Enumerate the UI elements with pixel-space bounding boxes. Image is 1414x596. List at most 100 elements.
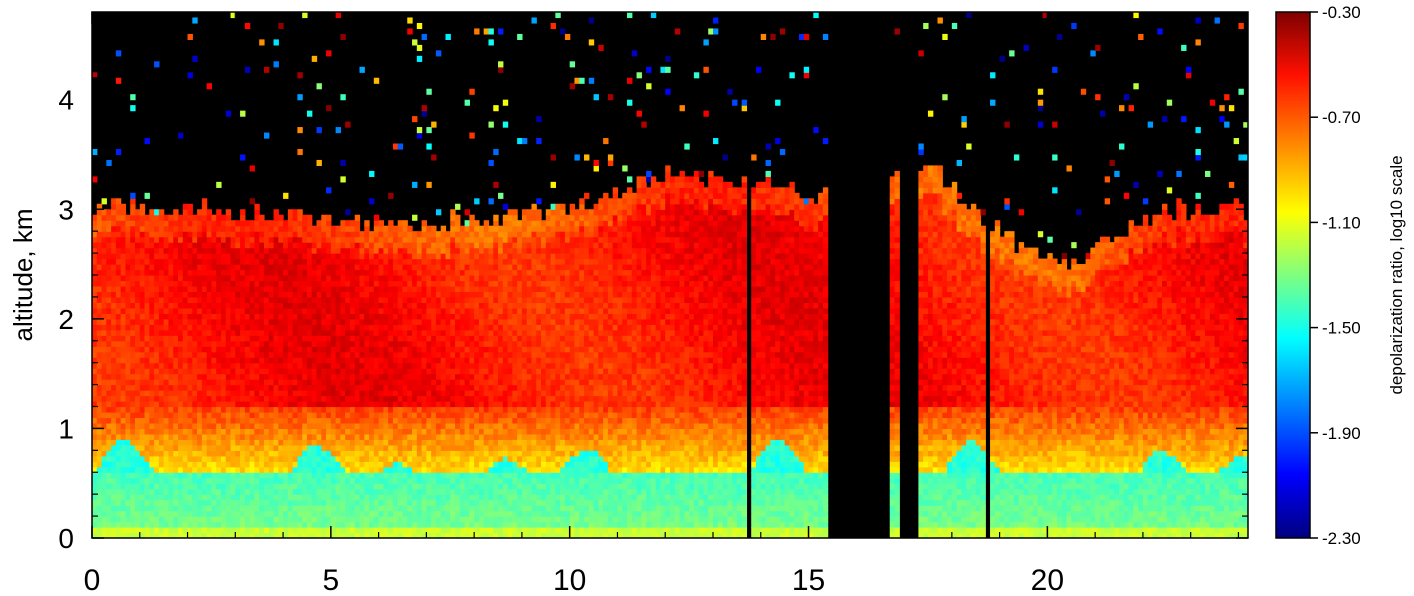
heatmap-cell (106, 280, 112, 287)
heatmap-cell (354, 275, 361, 282)
heatmap-cell (173, 357, 179, 364)
heatmap-cell (158, 318, 165, 325)
heatmap-cell (306, 510, 313, 517)
heatmap-cell (197, 357, 203, 364)
heatmap-cell (369, 379, 375, 386)
heatmap-cell (435, 379, 442, 386)
heatmap-cell (263, 433, 270, 440)
heatmap-cell (182, 422, 189, 430)
heatmap-cell (474, 401, 480, 408)
heatmap-cell (259, 439, 265, 446)
heatmap-cell (283, 275, 289, 282)
heatmap-cell (283, 220, 289, 227)
heatmap-cell (345, 379, 351, 386)
heatmap-cell (421, 264, 427, 271)
heatmap-cell (240, 483, 246, 490)
heatmap-cell (431, 379, 437, 386)
heatmap-cell (316, 335, 322, 342)
heatmap-cell (92, 296, 98, 303)
heatmap-cell (426, 264, 432, 271)
heatmap-cell (187, 384, 193, 391)
heatmap-cell (378, 532, 384, 538)
heatmap-cell (134, 516, 141, 523)
heatmap-cell (273, 477, 279, 484)
heatmap-cell (244, 428, 251, 435)
heatmap-cell (206, 296, 213, 303)
heatmap-cell (235, 285, 241, 293)
heatmap-cell (144, 324, 150, 331)
heatmap-cell (335, 335, 341, 342)
heatmap-cell (283, 340, 289, 347)
heatmap-cell (273, 247, 279, 254)
heatmap-cell (378, 395, 384, 402)
heatmap-cell (216, 461, 222, 468)
heatmap-cell (273, 264, 279, 271)
heatmap-cell (469, 461, 475, 468)
heatmap-cell (392, 296, 399, 303)
heatmap-cell (354, 280, 361, 287)
heatmap-cell (392, 384, 399, 391)
heatmap-cell (206, 433, 213, 440)
heatmap-cell (139, 411, 146, 419)
heatmap-cell (120, 461, 127, 468)
heatmap-cell (259, 307, 265, 314)
heatmap-cell (392, 357, 399, 364)
heatmap-cell (192, 379, 198, 386)
heatmap-cell (297, 395, 303, 402)
heatmap-cell (220, 329, 227, 336)
heatmap-cell (373, 220, 380, 227)
heatmap-cell (244, 253, 251, 260)
heatmap-cell (263, 132, 270, 139)
heatmap-cell (216, 466, 222, 473)
heatmap-cell (197, 362, 203, 369)
heatmap-cell (101, 258, 107, 265)
heatmap-cell (235, 494, 241, 501)
heatmap-cell (268, 362, 275, 369)
heatmap-cell (431, 346, 437, 353)
heatmap-cell (192, 55, 198, 62)
heatmap-cell (426, 127, 432, 134)
heatmap-cell (359, 373, 365, 380)
heatmap-cell (488, 510, 494, 517)
heatmap-cell (287, 214, 294, 221)
heatmap-cell (249, 422, 256, 430)
heatmap-cell (392, 428, 399, 435)
heatmap-cell (455, 269, 461, 276)
heatmap-cell (111, 357, 117, 364)
heatmap-cell (263, 307, 270, 314)
heatmap-cell (125, 401, 131, 408)
heatmap-cell (235, 318, 241, 325)
heatmap-cell (302, 351, 308, 358)
heatmap-cell (134, 302, 141, 309)
heatmap-cell (450, 527, 456, 534)
heatmap-cell (378, 296, 384, 303)
heatmap-cell (216, 384, 222, 391)
heatmap-cell (120, 477, 127, 484)
heatmap-cell (197, 395, 203, 402)
heatmap-cell (111, 258, 117, 265)
heatmap-cell (197, 373, 203, 380)
heatmap-cell (483, 351, 490, 358)
heatmap-cell (330, 417, 337, 424)
heatmap-cell (101, 505, 107, 512)
heatmap-cell (216, 505, 222, 512)
heatmap-cell (455, 203, 461, 210)
heatmap-cell (220, 483, 227, 490)
heatmap-cell (383, 532, 389, 538)
heatmap-cell (364, 242, 370, 249)
heatmap-cell (220, 516, 227, 523)
heatmap-cell (397, 236, 404, 243)
heatmap-cell (173, 242, 179, 249)
heatmap-cell (125, 231, 131, 238)
heatmap-cell (130, 516, 136, 523)
heatmap-cell (478, 510, 485, 517)
heatmap-cell (149, 346, 155, 353)
heatmap-cell (106, 483, 112, 490)
heatmap-cell (488, 428, 494, 435)
heatmap-cell (225, 302, 232, 309)
heatmap-cell (111, 401, 117, 408)
heatmap-cell (440, 285, 447, 293)
heatmap-cell (426, 340, 432, 347)
heatmap-cell (483, 505, 490, 512)
heatmap-cell (373, 461, 380, 468)
